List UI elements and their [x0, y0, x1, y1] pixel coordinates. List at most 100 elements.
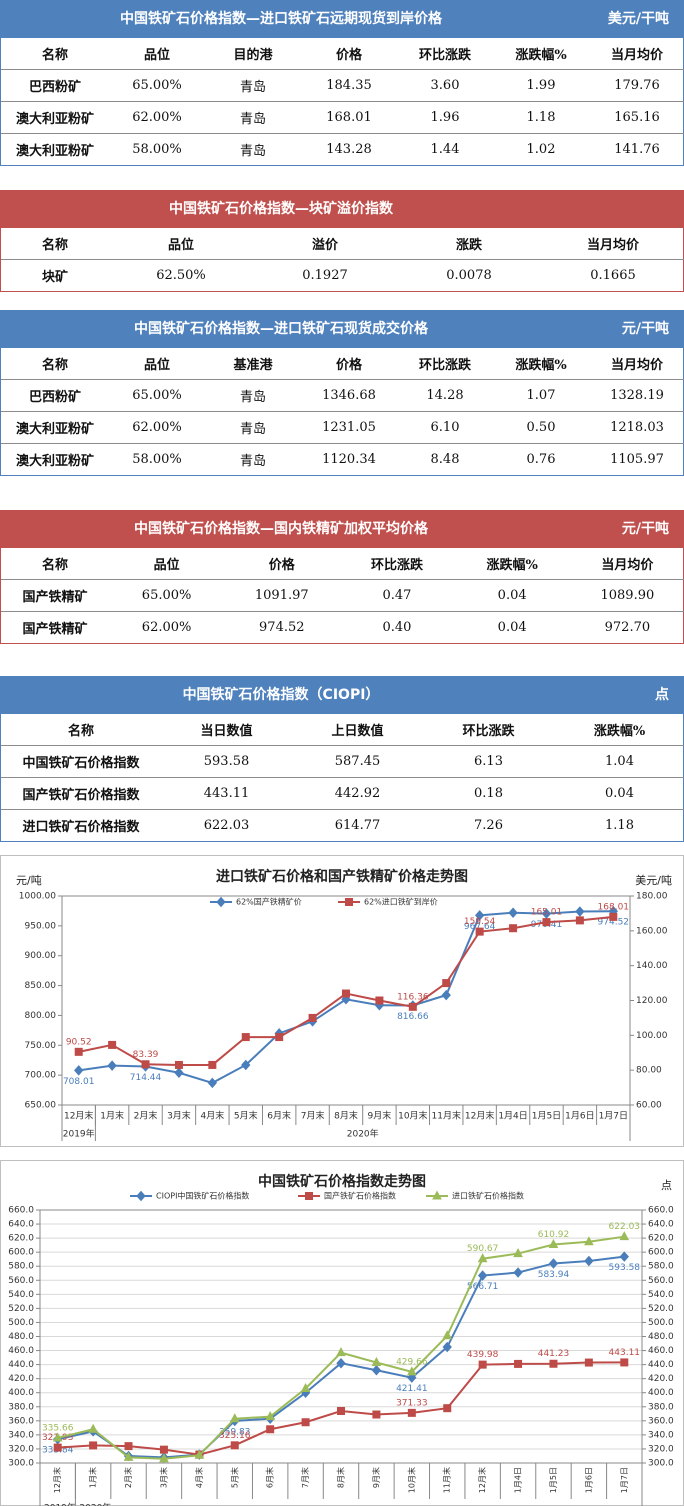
- data-label: 443.11: [609, 1348, 641, 1358]
- group-label: 2019年: [44, 1502, 76, 1506]
- data-point: [408, 1002, 417, 1011]
- value-cell: 青岛: [239, 144, 266, 159]
- value-cell: 62.00%: [141, 620, 192, 635]
- data-point: [407, 1408, 416, 1417]
- legend-label: 进口铁矿石价格指数: [452, 1191, 524, 1201]
- data-label: 165.01: [531, 908, 563, 918]
- header-cell: 溢价: [253, 228, 397, 260]
- data-point: [620, 1358, 629, 1367]
- data-point: [442, 979, 451, 988]
- data-point: [549, 1359, 558, 1368]
- data-point: [275, 1033, 284, 1042]
- header-row: 名称 品位 价格 环比涨跌 涨跌幅% 当月均价: [1, 548, 684, 580]
- table: 名称 品位 基准港 价格 环比涨跌 涨跌幅% 当月均价 巴西粉矿 65.00% 青岛 1346.68…: [1, 348, 684, 475]
- legend-marker: [432, 1190, 442, 1200]
- header-cell: 名称: [1, 548, 109, 580]
- x-tick-label: 8月末: [336, 1467, 346, 1488]
- value-cell: 8.48: [430, 452, 460, 467]
- header-cell: 品位: [109, 548, 225, 580]
- y-tick-label: 300.0: [8, 1459, 34, 1469]
- table-title-bar: 中国铁矿石价格指数—进口铁矿石现货成交价格 元/干吨: [1, 311, 683, 348]
- data-point: [548, 1258, 559, 1269]
- value-cell: 65.00%: [109, 379, 205, 412]
- header-row: 名称 品位 目的港 价格 环比涨跌 涨跌幅% 当月均价: [1, 38, 684, 70]
- table-title: 中国铁矿石价格指数—进口铁矿石现货成交价格: [134, 321, 428, 337]
- data-point: [342, 989, 350, 998]
- value-cell: 1346.68: [301, 379, 397, 412]
- y-tick-label: 460.0: [8, 1346, 34, 1356]
- y-tick-label: 750.00: [25, 1041, 57, 1051]
- table-title-bar: 中国铁矿石价格指数—国内铁精矿加权平均价格 元/干吨: [1, 511, 683, 548]
- x-tick-label: 1月4日: [514, 1467, 523, 1493]
- data-point: [337, 1406, 345, 1415]
- data-point: [301, 1418, 310, 1427]
- y2-tick-label: 620.0: [648, 1234, 674, 1244]
- header-cell: 名称: [1, 714, 161, 746]
- table-title: 中国铁矿石价格指数—块矿溢价指数: [169, 201, 393, 217]
- header-cell: 涨跌幅%: [454, 548, 570, 580]
- y-tick-label: 340.0: [8, 1430, 34, 1440]
- x-tick-label: 1月5日: [532, 1111, 561, 1122]
- name-cell: 澳大利亚粉矿: [15, 144, 94, 159]
- data-point: [475, 927, 484, 936]
- value-cell: 0.04: [497, 620, 527, 635]
- y2-tick-label: 600.0: [648, 1248, 674, 1258]
- header-cell: 环比涨跌: [423, 714, 554, 746]
- data-label: 714.44: [130, 1073, 162, 1083]
- data-point: [575, 906, 585, 917]
- header-cell: 名称: [1, 38, 109, 70]
- y-tick-label: 620.0: [8, 1234, 34, 1244]
- data-label: 622.03: [609, 1222, 641, 1232]
- value-cell: 593.58: [161, 745, 292, 778]
- chart: 进口铁矿石价格和国产铁精矿价格走势图 元/吨 美元/吨 650.00 700.00 750…: [0, 855, 684, 1147]
- y2-tick-label: 540.0: [648, 1290, 674, 1300]
- y-tick-label: 640.0: [8, 1220, 34, 1230]
- value-cell: 1231.05: [301, 411, 397, 444]
- value-cell: 1105.97: [610, 452, 664, 467]
- value-cell: 65.00%: [109, 579, 225, 612]
- y-tick-label: 950.00: [25, 921, 57, 931]
- group-label: 2019年: [63, 1128, 95, 1140]
- data-point: [308, 1013, 317, 1022]
- x-tick-label: 12月末: [52, 1467, 62, 1493]
- data-point: [441, 989, 451, 1001]
- value-cell: 14.28: [397, 379, 493, 412]
- table: 名称 品位 溢价 涨跌 当月均价 块矿 62.50% 0.1927 0.0078 0.1665: [1, 228, 684, 291]
- y-tick-label: 600.0: [8, 1248, 34, 1258]
- header-cell: 环比涨跌: [397, 348, 493, 380]
- header-cell: 当月均价: [589, 348, 684, 380]
- data-point: [230, 1441, 239, 1450]
- legend-marker: [345, 898, 353, 906]
- value-cell: 0.04: [454, 579, 570, 612]
- chart-title: 中国铁矿石价格指数走势图: [258, 1173, 426, 1190]
- data-point: [443, 1404, 452, 1413]
- header-cell: 价格: [301, 38, 397, 70]
- value-cell: 165.16: [589, 101, 684, 134]
- x-tick-label: 5月末: [234, 1110, 258, 1122]
- value-cell: 184.35: [301, 69, 397, 102]
- header-cell: 涨跌幅%: [493, 348, 589, 380]
- data-point: [406, 1366, 417, 1376]
- y2-tick-label: 660.0: [648, 1206, 674, 1216]
- data-point: [372, 1410, 381, 1419]
- data-point: [477, 1253, 488, 1263]
- name-cell: 巴西粉矿: [1, 69, 109, 102]
- header-cell: 涨跌: [397, 228, 541, 260]
- data-point: [208, 1060, 217, 1069]
- chart-title: 进口铁矿石价格和国产铁精矿价格走势图: [216, 868, 468, 885]
- y2-tick-label: 60.00: [636, 1101, 662, 1111]
- table: 名称 品位 目的港 价格 环比涨跌 涨跌幅% 当月均价 巴西粉矿 65.00% 青岛 184.35 3…: [1, 38, 684, 165]
- x-tick-label: 4月末: [200, 1110, 224, 1122]
- y-tick-label: 1000.00: [19, 892, 56, 902]
- value-cell: 6.10: [397, 411, 493, 444]
- data-point: [265, 1411, 276, 1421]
- data-point: [442, 1341, 452, 1353]
- data-label: 610.92: [538, 1230, 570, 1240]
- value-cell: 1.44: [430, 142, 460, 157]
- data-label: 566.71: [467, 1282, 499, 1292]
- name-cell: 块矿: [41, 270, 68, 285]
- chart: 中国铁矿石价格指数走势图 点 300.0 320.0 340.0 360.0 380.0 40…: [0, 1160, 684, 1506]
- y-tick-label: 400.0: [8, 1388, 34, 1398]
- x-tick-label: 6月末: [265, 1467, 275, 1488]
